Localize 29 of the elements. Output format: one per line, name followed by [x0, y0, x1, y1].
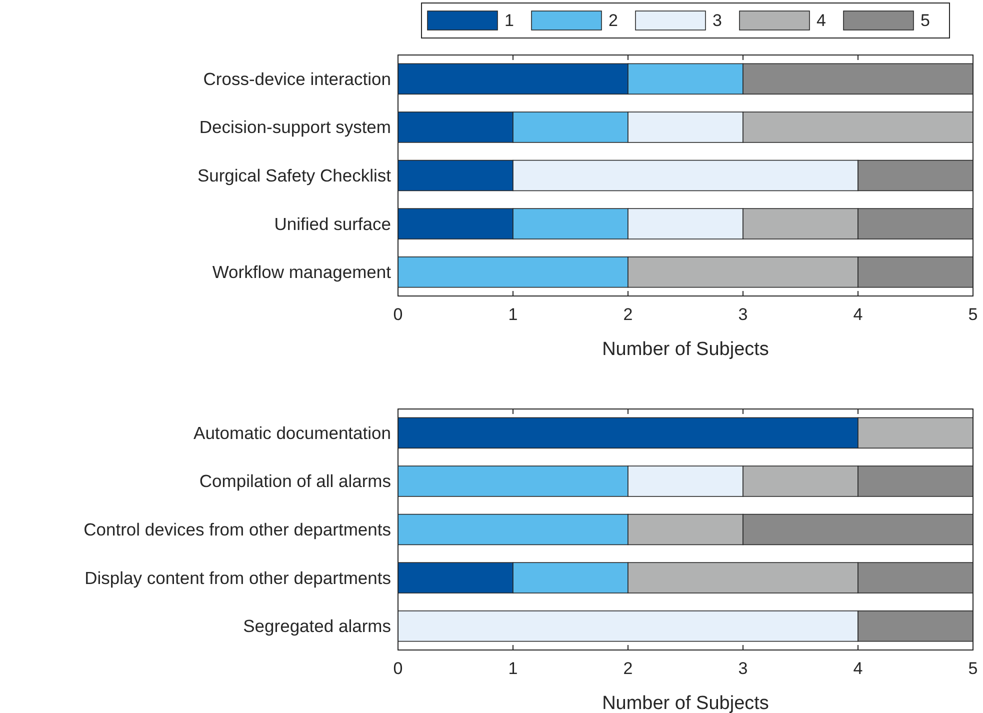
y-tick-label: Cross-device interaction — [203, 68, 391, 89]
y-tick-label: Segregated alarms — [243, 616, 392, 636]
legend-label: 5 — [920, 11, 930, 30]
x-tick-label: 1 — [508, 305, 518, 324]
y-tick-label: Display content from other departments — [84, 568, 392, 588]
x-tick-label: 5 — [968, 305, 978, 324]
legend-label: 4 — [816, 11, 826, 30]
y-tick-label: Compilation of all alarms — [199, 471, 392, 492]
y-tick-label: Control devices from other departments — [84, 520, 392, 540]
legend-label: 2 — [608, 11, 618, 30]
x-axis-title: Number of Subjects — [602, 339, 769, 360]
x-tick-label: 3 — [738, 659, 748, 678]
x-tick-label: 5 — [968, 659, 978, 678]
legend-label: 3 — [712, 11, 722, 30]
y-tick-label: Decision-support system — [199, 117, 391, 138]
x-tick-label: 0 — [393, 305, 403, 324]
x-tick-label: 2 — [623, 305, 633, 324]
x-tick-label: 4 — [853, 305, 863, 324]
x-tick-label: 1 — [508, 659, 518, 678]
x-tick-label: 3 — [738, 305, 748, 324]
x-tick-label: 2 — [623, 659, 633, 678]
legend-label: 1 — [504, 11, 514, 30]
y-tick-label: Workflow management — [212, 262, 392, 282]
x-tick-label: 4 — [853, 659, 863, 678]
y-tick-label: Automatic documentation — [194, 422, 391, 443]
y-tick-label: Surgical Safety Checklist — [197, 166, 392, 186]
y-tick-label: Unified surface — [274, 214, 391, 234]
x-axis-title: Number of Subjects — [602, 693, 769, 713]
x-tick-label: 0 — [393, 659, 403, 678]
